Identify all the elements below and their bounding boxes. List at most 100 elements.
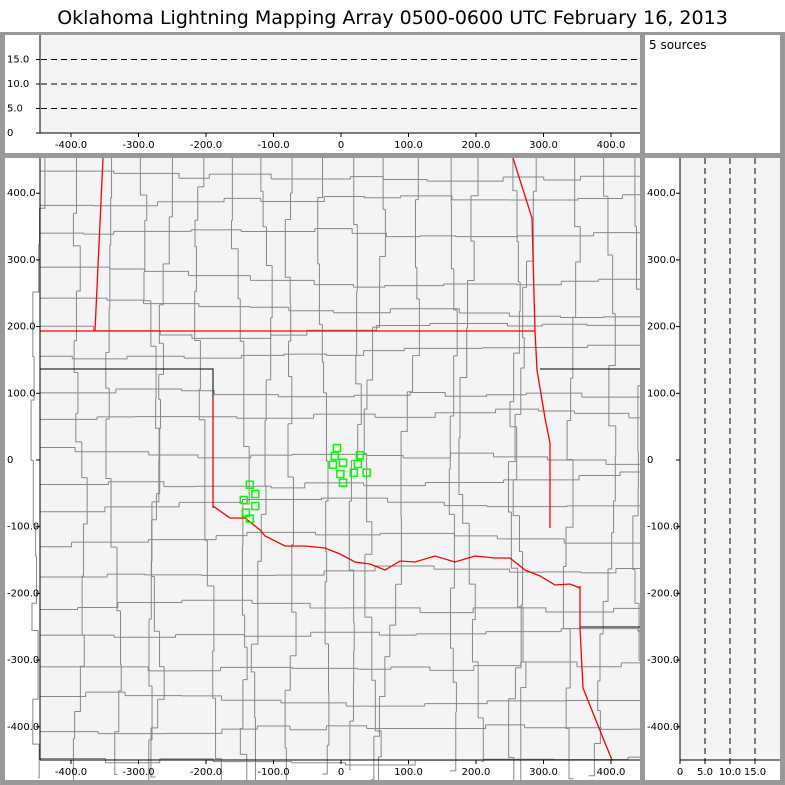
county-boundary: [380, 532, 455, 536]
county-boundary: [40, 542, 73, 548]
county-boundary: [507, 324, 543, 327]
county-boundary: [632, 487, 639, 517]
x-tick-label: 0: [677, 767, 683, 778]
county-boundary: [216, 532, 248, 537]
x-tick-label: -300.0: [122, 767, 154, 778]
county-boundary: [467, 241, 475, 281]
county-boundary: [493, 456, 548, 461]
station-marker: [251, 501, 260, 511]
county-boundary: [249, 306, 290, 311]
county-boundary: [517, 568, 524, 608]
county-boundary: [561, 628, 639, 632]
x-tick-label: -300.0: [122, 140, 154, 151]
county-boundary: [424, 700, 488, 705]
county-boundary: [434, 568, 510, 573]
county-boundary: [354, 392, 411, 396]
x-tick-label: 100.0: [394, 140, 423, 151]
county-boundary: [495, 408, 539, 411]
county-boundary: [364, 380, 368, 410]
county-boundary: [109, 268, 146, 272]
county-boundary: [288, 376, 293, 425]
county-boundary: [390, 666, 431, 671]
county-boundary: [191, 335, 272, 339]
y-tick-label: -300.0: [7, 655, 39, 666]
state-border: [579, 586, 613, 761]
county-boundary: [194, 246, 197, 292]
county-boundary: [349, 682, 354, 722]
county-boundary: [257, 514, 262, 562]
county-boundary: [565, 688, 569, 730]
county-boundary: [250, 279, 315, 285]
plot-background: [40, 35, 640, 133]
county-boundary: [512, 158, 518, 192]
county-boundary: [485, 724, 526, 728]
x-tick-label: -400.0: [55, 140, 87, 151]
county-boundary: [450, 203, 454, 270]
county-boundary: [158, 304, 164, 344]
county-boundary: [83, 231, 115, 235]
county-boundary: [353, 158, 358, 226]
county-boundary: [378, 730, 382, 758]
county-boundary: [80, 635, 85, 667]
county-boundary: [545, 608, 615, 613]
county-boundary: [188, 275, 251, 281]
county-boundary: [194, 291, 201, 342]
county-boundary: [40, 634, 115, 638]
county-boundary: [364, 521, 373, 555]
county-boundary: [241, 545, 245, 616]
county-boundary: [603, 568, 609, 602]
county-boundary: [32, 630, 39, 700]
county-boundary: [374, 565, 435, 570]
county-boundary: [611, 500, 615, 534]
county-boundary: [280, 702, 347, 707]
county-boundary: [109, 244, 111, 309]
county-boundary: [477, 661, 484, 719]
county-boundary: [634, 197, 637, 227]
county-boundary: [608, 532, 613, 570]
county-boundary: [322, 745, 328, 775]
county-boundary: [166, 729, 223, 734]
county-boundary: [357, 383, 362, 425]
county-boundary: [508, 698, 514, 758]
county-boundary: [384, 284, 445, 287]
county-boundary: [71, 539, 149, 543]
county-boundary: [144, 270, 189, 276]
county-boundary: [179, 499, 244, 503]
county-boundary: [114, 690, 120, 733]
station-marker: [332, 443, 342, 453]
station-marker: [338, 458, 348, 467]
county-boundary: [32, 244, 40, 293]
county-boundary: [139, 158, 147, 196]
state-borders-red: [40, 157, 613, 761]
county-boundary: [470, 158, 479, 197]
x-tick-label: -200.0: [190, 140, 222, 151]
county-boundary: [608, 365, 616, 427]
county-boundary: [175, 634, 245, 637]
station-marker: [239, 495, 249, 505]
county-boundary: [93, 201, 158, 207]
county-boundary: [324, 581, 329, 645]
county-boundary: [325, 392, 328, 462]
county-boundary: [40, 416, 98, 420]
county-boundary: [214, 394, 279, 397]
y-tick-label: 400.0: [647, 188, 676, 199]
county-boundary: [508, 667, 516, 700]
county-boundary: [459, 312, 510, 317]
county-boundary: [190, 229, 242, 232]
county-boundary: [179, 174, 210, 179]
county-boundary: [83, 477, 88, 525]
county-boundary: [574, 412, 630, 418]
county-boundary: [613, 456, 616, 502]
county-boundary: [40, 170, 115, 174]
county-boundary: [194, 485, 272, 488]
county-boundary: [384, 625, 391, 658]
county-boundary: [75, 451, 150, 455]
x-tick-label: 200.0: [462, 140, 491, 151]
county-boundary: [151, 501, 153, 562]
county-boundary: [510, 511, 518, 569]
county-boundary: [181, 695, 222, 701]
map-panel: 400.0 300.0 200.0 100.0 0 -100.0 -200.0 -300.0 -…: [5, 157, 704, 785]
county-boundary: [349, 460, 352, 502]
county-boundary: [371, 736, 375, 781]
county-boundary: [291, 762, 346, 765]
